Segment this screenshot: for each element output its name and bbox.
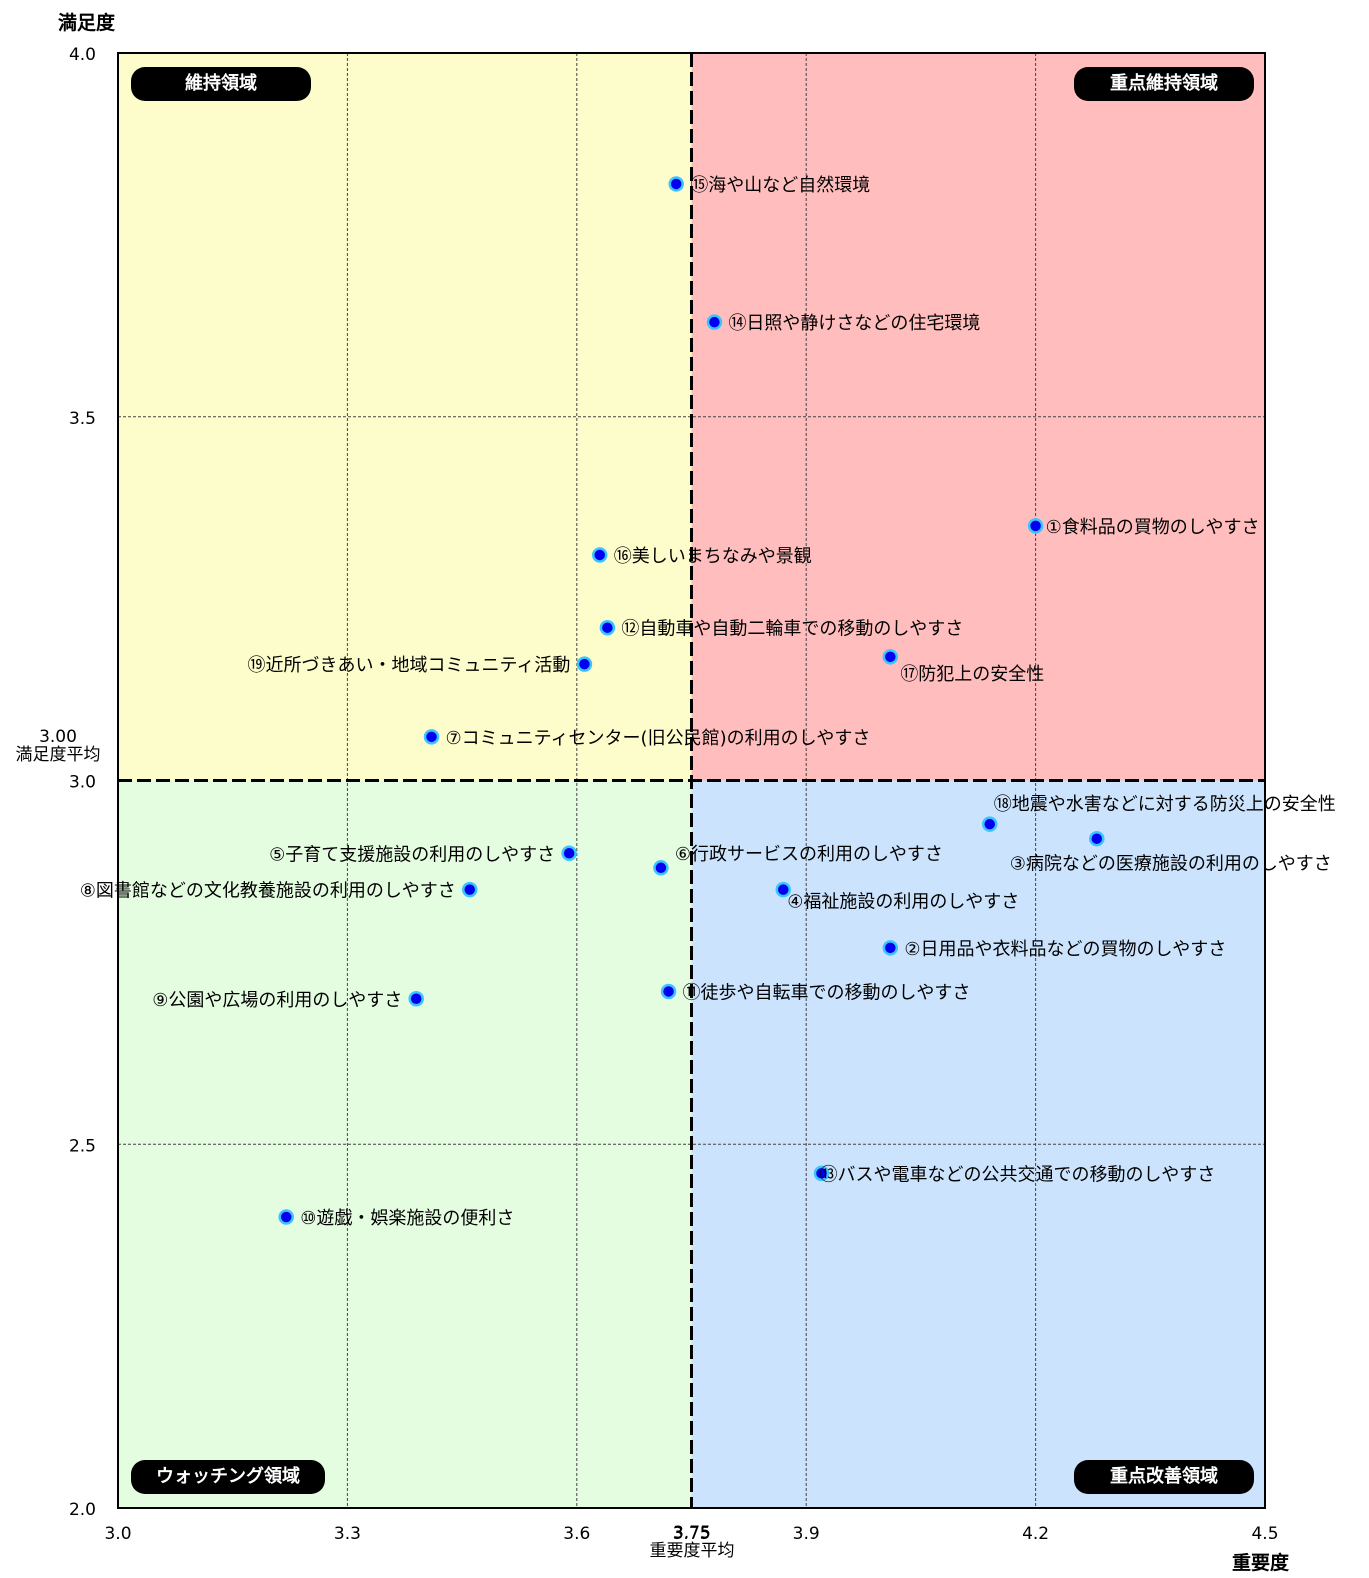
x-average-label: 3.75 重要度平均	[630, 1524, 754, 1560]
data-point	[653, 860, 669, 876]
data-point-label: ⑩遊戯・娯楽施設の便利さ	[300, 1208, 514, 1229]
plot-frame	[117, 52, 1266, 1509]
data-point-label: ③病院などの医療施設の利用のしやすさ	[1010, 854, 1332, 875]
data-point-label: ⑪徒歩や自転車での移動のしやすさ	[683, 982, 971, 1003]
y-axis-title: 満足度	[58, 12, 116, 34]
data-point-label: ⑦コミュニティセンター(旧公民館)の利用のしやすさ	[446, 728, 871, 749]
y-average-value: 3.00	[39, 727, 77, 747]
quadrant-label-watching: ウォッチング領域	[131, 1460, 325, 1494]
y-tick-label: 3.0	[69, 773, 96, 793]
data-point	[423, 729, 440, 745]
data-point-label: ⑱地震や水害などに対する防災上の安全性	[994, 794, 1336, 815]
y-tick-label: 2.0	[69, 1500, 96, 1520]
x-tick-label: 4.5	[1251, 1524, 1278, 1544]
data-point	[981, 816, 998, 832]
data-point	[408, 991, 424, 1007]
data-point	[775, 881, 792, 898]
data-point-label: ⑬バスや電車などの公共交通での移動のしやすさ	[819, 1164, 1215, 1185]
data-point	[561, 845, 577, 861]
data-point-label: ④福祉施設の利用のしやすさ	[787, 892, 1019, 913]
data-point-label: ⑫自動車や自動二輪車での移動のしやすさ	[621, 619, 963, 640]
x-average-text: 重要度平均	[649, 1541, 735, 1561]
y-tick-label: 3.5	[69, 409, 96, 429]
data-point-label: ⑲近所づきあい・地域コミュニティ活動	[248, 655, 571, 676]
y-tick-label: 4.0	[69, 45, 96, 65]
data-point-label: ⑤子育て支援施設の利用のしやすさ	[269, 844, 555, 865]
data-point-label: ⑰防犯上の安全性	[900, 664, 1044, 685]
y-average-label: 3.00 満足度平均	[6, 728, 110, 764]
data-point	[668, 176, 684, 192]
data-point-label: ⑯美しいまちなみや景観	[614, 546, 812, 567]
x-average-value: 3.75	[673, 1523, 711, 1543]
x-tick-label: 3.75	[673, 1524, 711, 1544]
data-point	[278, 1209, 294, 1225]
quadrant-label-maintain: 維持領域	[131, 67, 311, 101]
data-point-label: ①食料品の買物のしやすさ	[1046, 517, 1260, 538]
data-point	[813, 1165, 830, 1182]
data-point-label: ⑨公園や広場の利用のしやすさ	[152, 990, 402, 1011]
y-tick-label: 2.5	[69, 1136, 96, 1156]
x-tick-label: 3.6	[563, 1524, 590, 1544]
data-point	[591, 547, 608, 563]
data-point	[461, 881, 478, 898]
data-point-label: ⑥行政サービスの利用のしやすさ	[675, 844, 943, 865]
data-point	[882, 649, 899, 665]
data-point	[1089, 830, 1105, 847]
x-tick-label: 4.2	[1022, 1524, 1049, 1544]
data-point	[660, 983, 677, 1000]
x-tick-label: 3.0	[104, 1524, 131, 1544]
y-average-text: 満足度平均	[15, 745, 101, 765]
data-point-label: ⑮海や山など自然環境	[690, 175, 870, 196]
x-axis-title: 重要度	[1232, 1552, 1290, 1574]
data-point-label: ⑭日照や静けさなどの住宅環境	[728, 313, 980, 334]
quadrant-label-priority-improve: 重点改善領域	[1074, 1460, 1254, 1494]
data-point	[706, 314, 723, 330]
data-point	[1027, 518, 1044, 534]
data-point	[599, 619, 616, 636]
data-point	[882, 940, 899, 956]
data-point-label: ②日用品や衣料品などの買物のしやすさ	[904, 939, 1226, 960]
data-point	[576, 656, 593, 672]
x-tick-label: 3.3	[334, 1524, 361, 1544]
data-point-label: ⑧図書館などの文化教養施設の利用のしやすさ	[80, 881, 456, 902]
quadrant-label-priority-maintain: 重点維持領域	[1074, 67, 1254, 101]
x-tick-label: 3.9	[793, 1524, 820, 1544]
